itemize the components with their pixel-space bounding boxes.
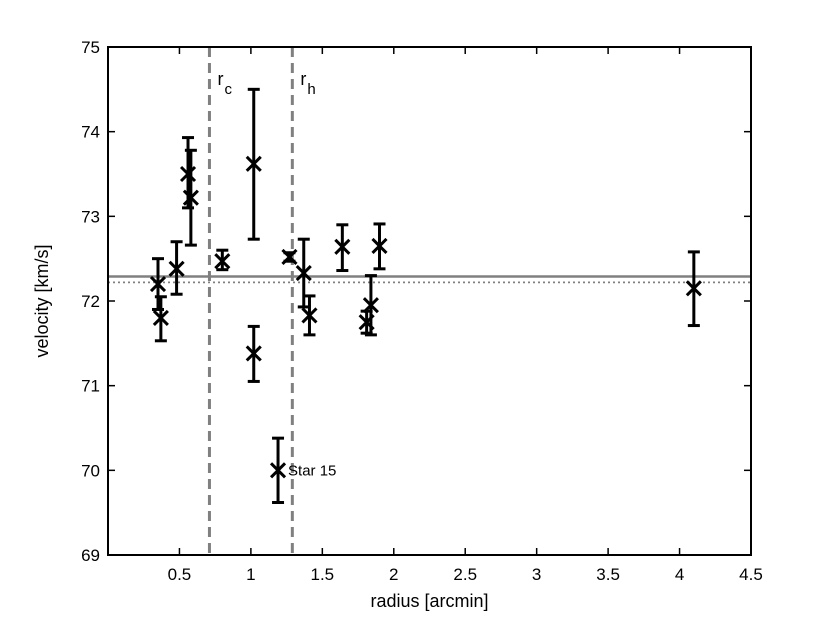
marker-x-b bbox=[269, 462, 287, 479]
data-point-5 bbox=[214, 248, 231, 272]
x-tick-label: 3.5 bbox=[596, 565, 620, 584]
marker-x-b bbox=[182, 189, 199, 206]
marker-x-b bbox=[245, 155, 262, 172]
marker-x-b bbox=[149, 276, 167, 293]
data-point-15 bbox=[371, 222, 388, 271]
y-tick-label: 73 bbox=[81, 207, 100, 226]
data-point-4 bbox=[182, 148, 199, 247]
marker-x-b bbox=[152, 309, 169, 326]
data-point-9 bbox=[281, 248, 298, 266]
data-point-1 bbox=[152, 295, 169, 343]
y-tick-label: 69 bbox=[81, 546, 100, 565]
marker-x-b bbox=[371, 237, 388, 255]
marker-x-b bbox=[301, 307, 318, 324]
y-tick-label: 71 bbox=[81, 377, 100, 396]
x-tick-label: 2.5 bbox=[453, 565, 477, 584]
data-point-12 bbox=[334, 223, 351, 273]
marker-x-b bbox=[685, 280, 702, 297]
x-tick-label: 4 bbox=[675, 565, 684, 584]
marker-x-b bbox=[362, 297, 379, 314]
x-tick-label: 1 bbox=[246, 565, 255, 584]
data-point-16 bbox=[685, 250, 702, 328]
x-tick-label: 2 bbox=[389, 565, 398, 584]
x-tick-label: 3 bbox=[532, 565, 541, 584]
x-axis-label: radius [arcmin] bbox=[370, 591, 488, 611]
x-tick-label: 1.5 bbox=[311, 565, 335, 584]
plot-frame bbox=[107, 46, 752, 556]
y-tick-label: 72 bbox=[81, 292, 100, 311]
marker-x-b bbox=[334, 238, 351, 255]
marker-x-b bbox=[281, 248, 298, 266]
x-tick-label: 4.5 bbox=[739, 565, 763, 584]
y-axis-label: velocity [km/s] bbox=[32, 244, 52, 357]
marker-x-b bbox=[214, 253, 231, 270]
data-point-8 bbox=[269, 436, 287, 505]
data-points bbox=[149, 87, 702, 505]
y-tick-label: 75 bbox=[81, 38, 100, 57]
annotation-star-15: Star 15 bbox=[288, 462, 336, 479]
vertical-line-subscript-h: h bbox=[307, 81, 315, 98]
y-tick-label: 70 bbox=[81, 461, 100, 480]
annotations: Star 15 bbox=[288, 462, 336, 479]
marker-x-b bbox=[168, 260, 185, 277]
marker-x-b bbox=[295, 264, 312, 282]
plot-background bbox=[108, 47, 751, 555]
tick-labels: 0.5 1 1.5 2 2.5 3 3.5 4 4.5 69 70 71 72 73 74 75 bbox=[81, 38, 763, 584]
data-point-14 bbox=[362, 274, 379, 337]
y-tick-label: 74 bbox=[81, 123, 100, 142]
marker-x-b bbox=[245, 345, 262, 362]
marker-x-b bbox=[179, 165, 197, 183]
data-point-11 bbox=[301, 294, 318, 337]
data-point-2 bbox=[168, 240, 185, 296]
data-point-7 bbox=[245, 324, 262, 383]
x-tick-label: 0.5 bbox=[168, 565, 192, 584]
data-point-6 bbox=[245, 87, 262, 241]
vertical-line-subscript-c: c bbox=[224, 81, 232, 98]
